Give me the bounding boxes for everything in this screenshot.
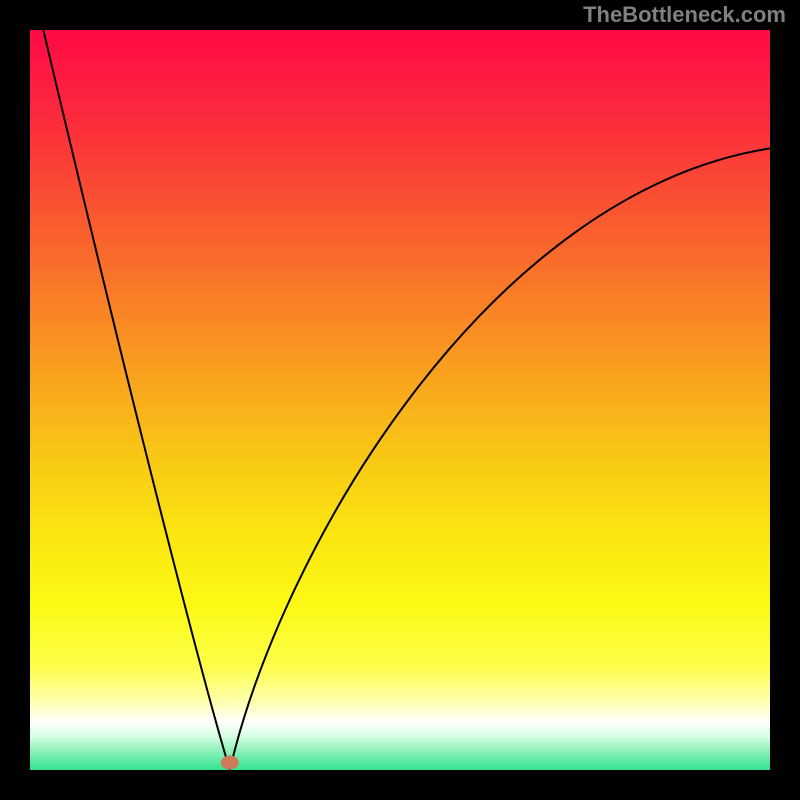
- plot-area: [30, 30, 770, 770]
- stage: TheBottleneck.com: [0, 0, 800, 800]
- watermark-text: TheBottleneck.com: [583, 2, 786, 28]
- background-gradient: [30, 30, 770, 770]
